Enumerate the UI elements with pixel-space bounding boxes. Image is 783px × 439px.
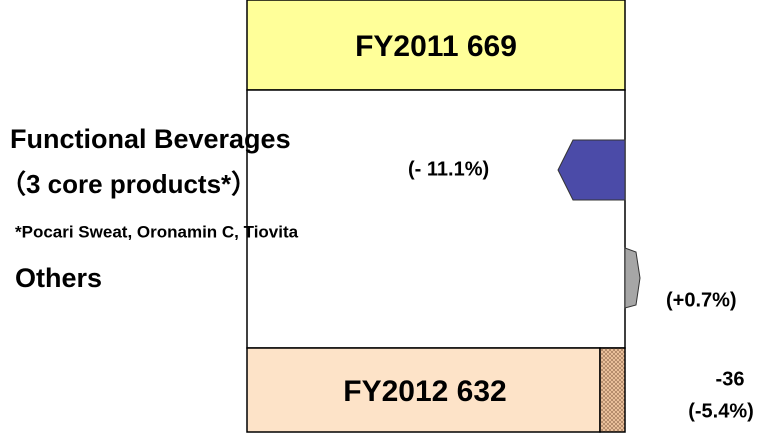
segment-subname: （3 core products*） — [0, 169, 257, 199]
top-box-label: FY2011 669 — [355, 30, 517, 63]
total-change-percent: (-5.4%) — [688, 400, 754, 422]
bottom-box — [246, 347, 601, 433]
total-change-amount: -36 — [716, 368, 745, 390]
bottom-box-label: FY2012 632 — [343, 375, 506, 408]
segment-change: (- 11.1%) — [408, 158, 489, 180]
decrease-hatch — [599, 347, 626, 433]
segment-name: Functional Beverages — [10, 124, 291, 154]
others-increase — [624, 247, 641, 309]
middle-box — [246, 89, 626, 349]
top-box — [246, 0, 626, 91]
functional-decrease — [557, 139, 626, 201]
label-backdrop — [5, 120, 245, 295]
segment-change: (+0.7%) — [666, 289, 737, 311]
segment-name: Others — [15, 263, 102, 293]
footnote: *Pocari Sweat, Oronamin C, Tiovita — [15, 222, 299, 241]
